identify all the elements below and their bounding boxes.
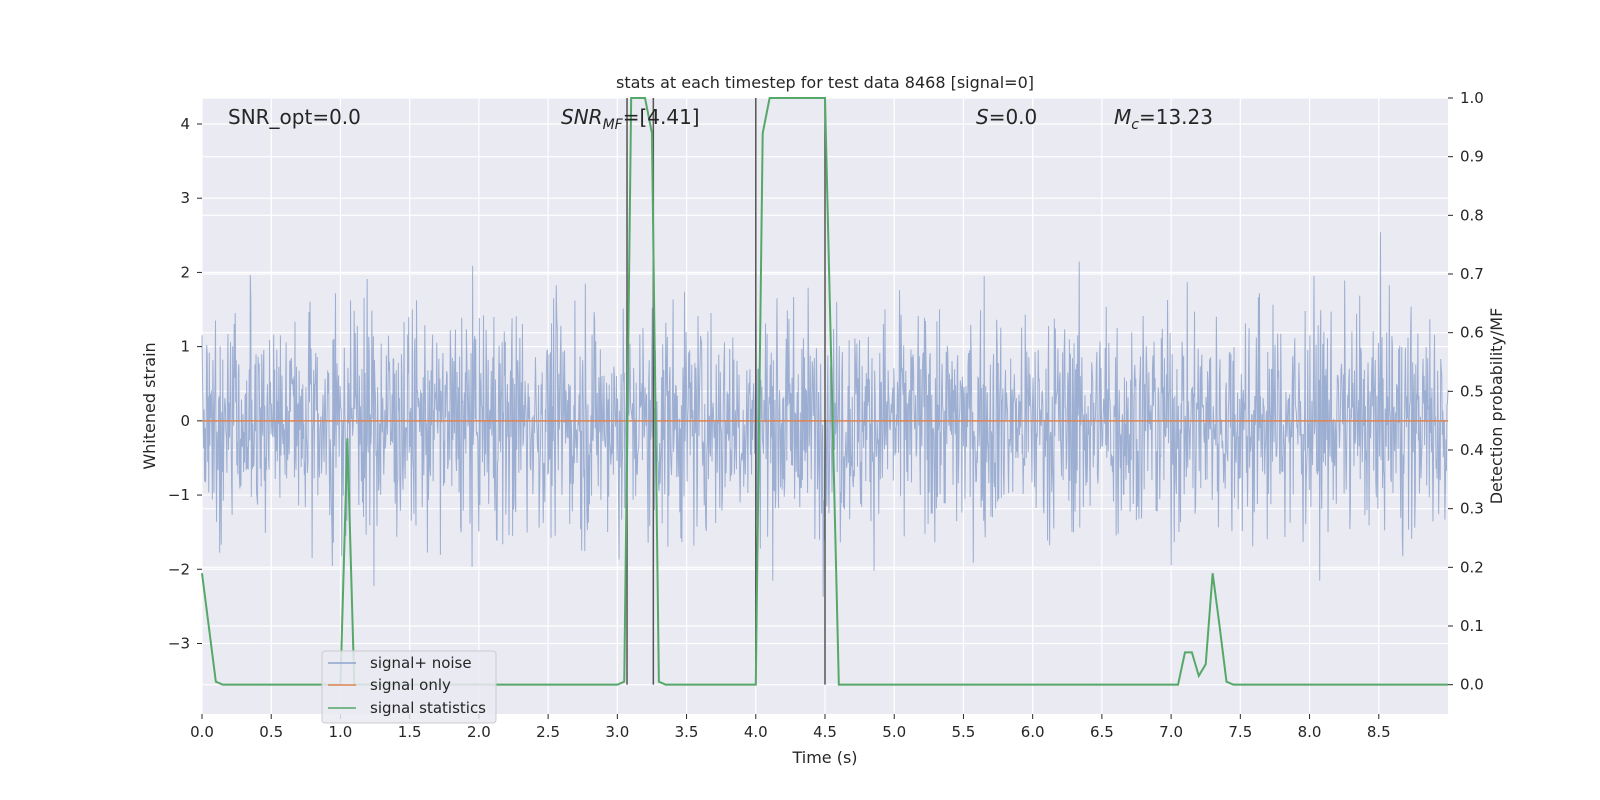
x-tick-label-13: 6.5 <box>1090 723 1114 741</box>
y-right-tick-label-0: 0.0 <box>1460 676 1484 694</box>
x-tick-label-9: 4.5 <box>813 723 837 741</box>
y-left-tick-label-2: −1 <box>168 486 190 504</box>
x-tick-label-6: 3.0 <box>605 723 629 741</box>
y-right-tick-label-9: 0.9 <box>1460 148 1484 166</box>
y-left-tick-label-3: 0 <box>180 412 190 430</box>
legend: signal+ noise signal only signal statist… <box>321 650 497 724</box>
x-tick-label-5: 2.5 <box>536 723 560 741</box>
x-tick-label-1: 0.5 <box>259 723 283 741</box>
annotation-snr-mf: SNRMF=[4.41] <box>561 105 700 133</box>
x-axis-label: Time (s) <box>791 748 857 767</box>
axis-ticks: 0.0 0.5 1.0 1.5 2.0 2.5 3.0 3.5 4.0 4.5 5.0 5.5 6.0 6… <box>168 89 1484 741</box>
x-tick-label-14: 7.0 <box>1159 723 1183 741</box>
y-right-tick-label-2: 0.2 <box>1460 558 1484 576</box>
legend-label-signal-noise: signal+ noise <box>370 654 472 672</box>
y-left-tick-label-6: 3 <box>180 189 190 207</box>
y-right-tick-label-10: 1.0 <box>1460 89 1484 107</box>
annotation-s: S=0.0 <box>976 105 1037 129</box>
x-tick-label-7: 3.5 <box>675 723 699 741</box>
x-tick-label-12: 6.0 <box>1021 723 1045 741</box>
legend-label-signal-statistics: signal statistics <box>370 699 486 717</box>
y-left-tick-label-5: 2 <box>180 263 190 281</box>
y-left-tick-label-4: 1 <box>180 338 190 356</box>
y-right-tick-label-3: 0.3 <box>1460 500 1484 518</box>
x-tick-label-11: 5.5 <box>952 723 976 741</box>
x-tick-label-16: 8.0 <box>1298 723 1322 741</box>
chart-title: stats at each timestep for test data 846… <box>616 73 1034 92</box>
y-right-tick-label-7: 0.7 <box>1460 265 1484 283</box>
y-right-tick-label-8: 0.8 <box>1460 206 1484 224</box>
x-tick-label-17: 8.5 <box>1367 723 1391 741</box>
y-axis-label-left: Whitened strain <box>140 342 159 469</box>
x-tick-label-15: 7.5 <box>1228 723 1252 741</box>
y-axis-label-right: Detection probability/MF <box>1487 308 1506 505</box>
y-left-tick-label-0: −3 <box>168 634 190 652</box>
x-tick-label-0: 0.0 <box>190 723 214 741</box>
y-left-tick-label-7: 4 <box>180 115 190 133</box>
x-tick-label-3: 1.5 <box>398 723 422 741</box>
x-tick-label-4: 2.0 <box>467 723 491 741</box>
x-tick-label-8: 4.0 <box>744 723 768 741</box>
annotation-mc: Mc=13.23 <box>1114 105 1213 133</box>
legend-box <box>321 650 497 724</box>
y-right-tick-label-6: 0.6 <box>1460 324 1484 342</box>
y-right-tick-label-1: 0.1 <box>1460 617 1484 635</box>
x-tick-label-10: 5.0 <box>882 723 906 741</box>
x-tick-label-2: 1.0 <box>329 723 353 741</box>
y-right-tick-label-4: 0.4 <box>1460 441 1484 459</box>
annotation-snr-opt: SNR_opt=0.0 <box>228 105 361 129</box>
y-left-tick-label-1: −2 <box>168 560 190 578</box>
legend-label-signal-only: signal only <box>370 676 451 694</box>
y-right-tick-label-5: 0.5 <box>1460 382 1484 400</box>
